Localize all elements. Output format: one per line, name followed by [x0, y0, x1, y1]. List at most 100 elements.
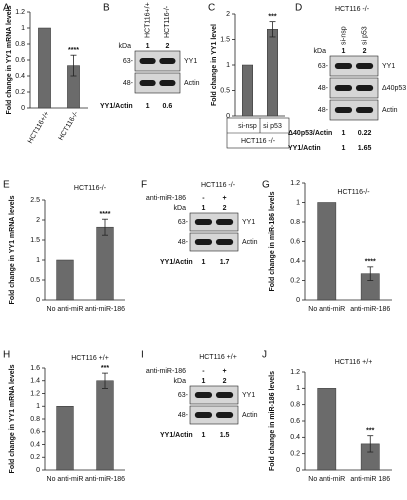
- ratio-value: 1: [341, 145, 345, 152]
- x-tick-label: anti-miR-186: [85, 476, 125, 483]
- row-label: Actin: [242, 412, 258, 419]
- x-tick-label: No anti-miR: [308, 476, 345, 483]
- lane-number: 2: [363, 48, 367, 55]
- ratio-value: 1.65: [358, 145, 372, 152]
- y-tick-label: 0.8: [15, 41, 25, 48]
- ratio-value: 1: [201, 259, 205, 266]
- y-tick-label: 1.5: [30, 237, 40, 244]
- row-label: YY1: [242, 219, 255, 226]
- kda-label: kDa: [174, 378, 187, 385]
- x-tick-label: HCT116+/+: [27, 110, 51, 144]
- y-axis-label: Fold change in miR-186 levels: [269, 371, 276, 471]
- blot-frame: [189, 232, 239, 252]
- x-tick-label: si p53: [263, 123, 282, 130]
- panel-letter: F: [141, 180, 147, 191]
- band: [194, 239, 213, 245]
- y-tick-label: 1.6: [30, 365, 40, 372]
- lane-number: 2: [165, 43, 169, 50]
- y-axis-label: Fold change in YY1 level: [211, 24, 218, 106]
- y-tick-label: 0: [21, 105, 25, 112]
- ratio-value: 1: [201, 432, 205, 439]
- marker: 63-: [318, 63, 329, 70]
- y-tick-label: 0.4: [290, 434, 300, 441]
- x-tick-label: anti-miR-186: [350, 306, 390, 313]
- y-tick-label: 0.8: [290, 402, 300, 409]
- y-tick-label: 0.2: [290, 451, 300, 458]
- lane-number: 2: [223, 205, 227, 212]
- marker: 63-: [123, 58, 134, 65]
- y-tick-label: 0.4: [30, 441, 40, 448]
- blot-frame: [329, 77, 379, 99]
- footer: HCT116 -/-: [241, 138, 276, 145]
- band: [194, 412, 213, 418]
- ratio-label: YY1/Actin: [160, 432, 193, 439]
- panel-letter: J: [262, 350, 267, 361]
- y-tick-label: 0: [36, 467, 40, 474]
- y-axis-label: Fold change in YY1 mRNA levels: [9, 195, 16, 304]
- significance: ***: [268, 13, 276, 20]
- ratio-label: Δ40p53/Actin: [288, 130, 332, 137]
- y-tick-label: 1: [296, 385, 300, 392]
- marker: 48-: [178, 412, 189, 419]
- bar: [317, 388, 337, 471]
- kda-label: kDa: [174, 205, 187, 212]
- blot-frame: [329, 55, 379, 77]
- blot-frame: [134, 72, 181, 94]
- ratio-value: 1.5: [220, 432, 230, 439]
- ratio-value: 0.6: [163, 103, 173, 110]
- y-tick-label: 2.5: [30, 197, 40, 204]
- y-tick-label: 1: [296, 199, 300, 206]
- marker: 48-: [123, 80, 134, 87]
- y-tick-label: 0.6: [15, 57, 25, 64]
- significance: ****: [365, 259, 376, 266]
- panel-letter: B: [103, 3, 110, 14]
- y-tick-label: 0.5: [220, 87, 230, 94]
- panel-letter: A: [3, 3, 10, 14]
- significance: ****: [100, 211, 111, 218]
- bar: [267, 29, 278, 117]
- blot-frame: [189, 385, 239, 405]
- row-label: Actin: [382, 107, 398, 114]
- row-label: Δ40p53: [382, 85, 406, 92]
- panel-letter: G: [262, 180, 270, 191]
- y-tick-label: 0.4: [15, 73, 25, 80]
- ratio-label: YY1/Actin: [160, 259, 193, 266]
- y-tick-label: 0: [36, 297, 40, 304]
- kda-label: kDa: [314, 48, 327, 55]
- significance: ****: [68, 47, 79, 54]
- y-tick-label: 1.2: [30, 390, 40, 397]
- band: [194, 219, 213, 225]
- significance: ***: [366, 428, 374, 435]
- x-tick-label: anti-miR-186: [85, 306, 125, 313]
- marker: 63-: [178, 392, 189, 399]
- blot-frame: [189, 212, 239, 232]
- marker: 48-: [318, 107, 329, 114]
- x-tick-label: HCT116-/-: [58, 110, 80, 142]
- y-tick-label: 1.2: [290, 369, 300, 376]
- ratio-value: 1: [146, 103, 150, 110]
- band: [194, 392, 213, 398]
- y-tick-label: 1.2: [15, 9, 25, 16]
- band: [215, 219, 234, 225]
- row-label: YY1: [184, 58, 197, 65]
- y-tick-label: 0.6: [290, 418, 300, 425]
- y-tick-label: 0.2: [15, 89, 25, 96]
- lane-number: 1: [201, 378, 205, 385]
- bar: [56, 406, 74, 471]
- row-label: YY1: [382, 63, 395, 70]
- band: [355, 63, 374, 69]
- y-tick-label: 0.8: [290, 219, 300, 226]
- blot-header: HCT116 -/-: [201, 182, 236, 189]
- band: [159, 58, 176, 64]
- chart-title: HCT116 +/+: [335, 359, 373, 366]
- y-tick-label: 1: [36, 403, 40, 410]
- y-tick-label: 2: [226, 11, 230, 18]
- blot-frame: [189, 405, 239, 425]
- blot-header: HCT116 +/+: [199, 354, 237, 361]
- bar: [56, 259, 74, 301]
- ratio-label: YY1/Actin: [288, 145, 321, 152]
- band: [355, 107, 374, 113]
- band: [139, 58, 156, 64]
- row-label: Actin: [242, 239, 258, 246]
- x-tick-label: No anti-miR: [308, 306, 345, 313]
